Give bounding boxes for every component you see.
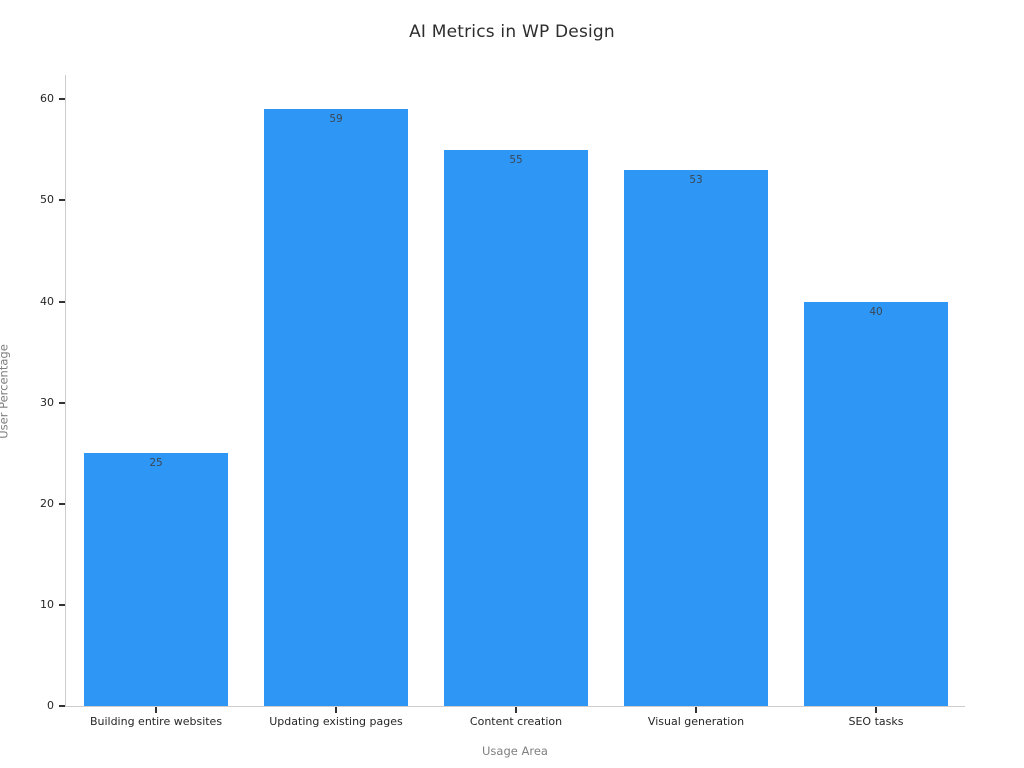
y-tick-label: 10: [40, 597, 54, 611]
y-axis-title: User Percentage: [0, 344, 11, 439]
x-tick: [335, 707, 337, 713]
x-tick-label: SEO tasks: [848, 715, 904, 728]
x-tick-label: Visual generation: [647, 715, 745, 728]
y-tick: [59, 199, 65, 202]
x-tick: [515, 707, 517, 713]
x-tick-label: Content creation: [469, 715, 563, 728]
y-tick-label: 30: [40, 395, 54, 409]
y-tick: [59, 300, 65, 303]
bar-value-label: 59: [329, 113, 343, 126]
y-tick-label: 40: [40, 294, 54, 308]
x-tick-label: Building entire websites: [89, 715, 223, 728]
bar: 53: [624, 170, 768, 706]
x-tick-label: Updating existing pages: [269, 715, 403, 728]
bar: 25: [84, 453, 228, 706]
x-tick: [695, 707, 697, 713]
plot-area: 0 10 20 30 40 50 60 25 Building entire websites 5…: [40, 75, 965, 728]
bar-value-label: 25: [149, 457, 163, 470]
y-tick: [59, 401, 65, 404]
y-tick: [59, 603, 65, 606]
bar: 59: [264, 109, 408, 706]
y-tick: [59, 705, 65, 707]
bar: 40: [804, 301, 948, 706]
y-tick: [59, 502, 65, 505]
y-tick-label: 20: [40, 496, 54, 510]
x-tick: [875, 707, 877, 713]
x-axis-title: Usage Area: [482, 744, 548, 758]
bar-value-label: 53: [689, 174, 703, 187]
chart-title: AI Metrics in WP Design: [409, 22, 615, 42]
bar: 55: [444, 149, 588, 706]
y-tick: [59, 98, 65, 101]
bar-value-label: 55: [509, 153, 523, 166]
y-tick-label: 60: [40, 92, 54, 106]
x-tick: [155, 707, 157, 713]
y-tick-label: 50: [40, 193, 54, 207]
y-tick-label: 0: [47, 699, 54, 712]
bar-value-label: 40: [869, 305, 883, 318]
